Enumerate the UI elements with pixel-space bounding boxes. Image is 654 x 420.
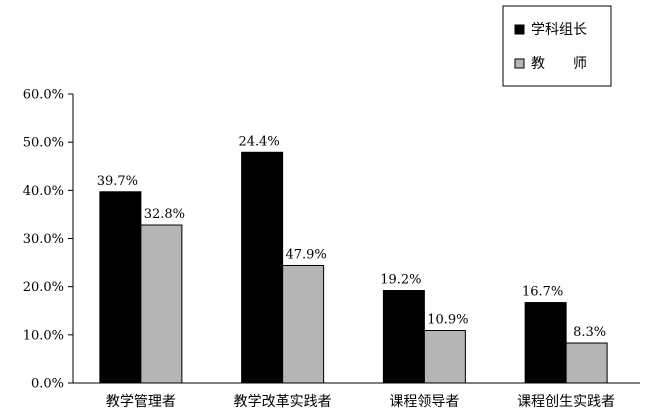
y-tick-label: 50.0% xyxy=(23,136,64,151)
bar-series-1-cat-3 xyxy=(565,342,608,384)
y-axis-ticks: 0.0% 10.0% 20.0% 30.0% 40.0% 50.0% 60.0% xyxy=(23,88,73,392)
data-label-series-0-cat-1: 24.4% xyxy=(238,134,279,149)
data-labels-group: 39.7% 32.8% 24.4% 47.9% 19.2% 10.9% 16.7% 8.3% xyxy=(97,134,606,340)
data-label-series-0-cat-0: 39.7% xyxy=(97,174,138,189)
data-label-series-1-cat-3: 8.3% xyxy=(573,325,606,340)
data-label-series-1-cat-0: 32.8% xyxy=(144,207,185,222)
data-label-series-1-cat-2: 10.9% xyxy=(427,312,468,327)
y-tick-label: 10.0% xyxy=(23,328,64,343)
category-label: 课程创生实践者 xyxy=(517,394,615,410)
data-label-series-1-cat-1: 47.9% xyxy=(285,247,326,262)
y-tick-label: 30.0% xyxy=(23,232,64,247)
legend: 学科组长 教 师 xyxy=(502,5,612,87)
legend-swatch-group-leader xyxy=(514,24,525,35)
y-tick-label: 0.0% xyxy=(31,377,64,392)
bars-group xyxy=(99,151,608,384)
y-tick-label: 60.0% xyxy=(23,88,64,103)
bar-series-0-cat-1 xyxy=(241,151,284,384)
category-label: 课程领导者 xyxy=(389,394,459,410)
data-label-series-0-cat-3: 16.7% xyxy=(522,285,563,300)
bar-series-1-cat-1 xyxy=(282,264,325,384)
legend-box xyxy=(502,5,612,87)
category-labels-group: 教学管理者 教学改革实践者 课程领导者 课程创生实践者 xyxy=(106,394,615,410)
bar-series-0-cat-3 xyxy=(524,302,567,384)
bar-series-0-cat-2 xyxy=(382,290,425,384)
y-tick-label: 40.0% xyxy=(23,184,64,199)
data-label-series-0-cat-2: 19.2% xyxy=(380,273,421,288)
legend-swatch-teacher xyxy=(514,58,525,69)
legend-label-group-leader: 学科组长 xyxy=(531,22,587,38)
legend-label-teacher: 教 师 xyxy=(531,56,587,72)
category-label: 教学管理者 xyxy=(106,394,176,410)
bar-series-0-cat-0 xyxy=(99,191,142,384)
bar-series-1-cat-0 xyxy=(140,224,183,384)
y-tick-label: 20.0% xyxy=(23,280,64,295)
bar-series-1-cat-2 xyxy=(423,329,466,384)
category-label: 教学改革实践者 xyxy=(234,394,332,410)
